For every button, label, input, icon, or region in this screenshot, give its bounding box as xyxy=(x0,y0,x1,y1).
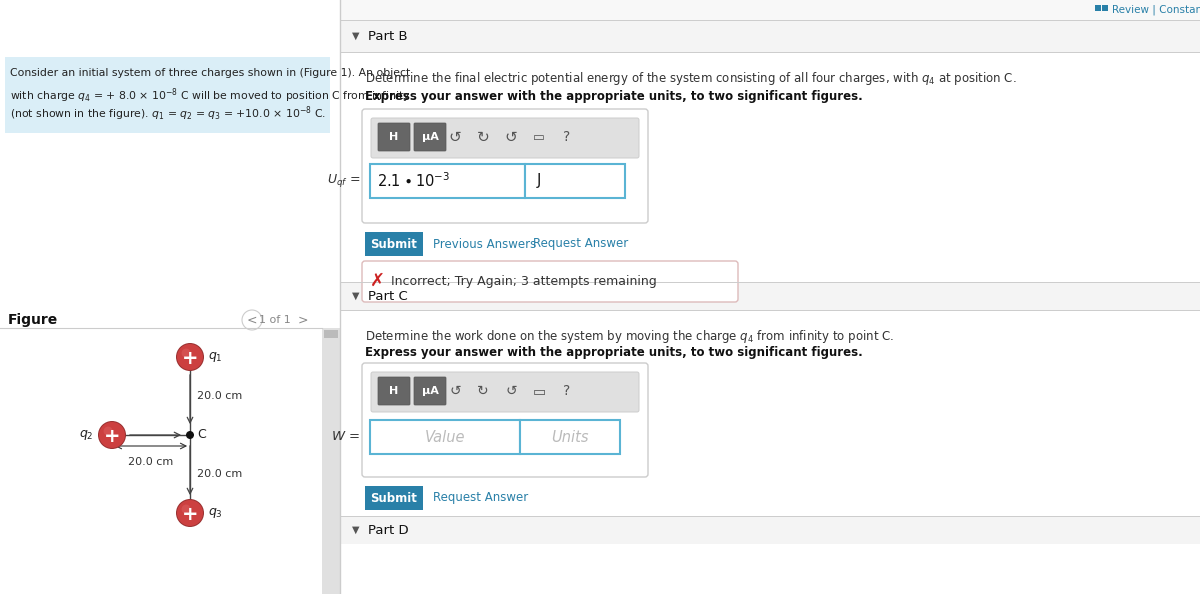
FancyBboxPatch shape xyxy=(414,123,446,151)
FancyBboxPatch shape xyxy=(370,164,526,198)
Circle shape xyxy=(178,500,203,526)
FancyBboxPatch shape xyxy=(371,372,640,412)
Text: with charge $q_4$ = + 8.0 × 10$^{-8}$ C will be moved to position C from infinit: with charge $q_4$ = + 8.0 × 10$^{-8}$ C … xyxy=(10,86,410,105)
Text: 20.0 cm: 20.0 cm xyxy=(197,391,242,401)
FancyBboxPatch shape xyxy=(362,363,648,477)
Text: Submit: Submit xyxy=(371,238,418,251)
FancyBboxPatch shape xyxy=(371,118,640,158)
Text: Figure: Figure xyxy=(8,313,59,327)
Text: Submit: Submit xyxy=(371,491,418,504)
FancyBboxPatch shape xyxy=(1102,5,1108,11)
FancyBboxPatch shape xyxy=(340,282,1200,310)
FancyBboxPatch shape xyxy=(365,232,424,256)
Text: ↻: ↻ xyxy=(478,384,488,398)
Circle shape xyxy=(181,349,191,358)
FancyBboxPatch shape xyxy=(370,420,520,454)
Circle shape xyxy=(176,499,204,527)
Text: 20.0 cm: 20.0 cm xyxy=(128,457,174,467)
Text: ?: ? xyxy=(563,130,571,144)
FancyBboxPatch shape xyxy=(340,52,1200,282)
Circle shape xyxy=(178,344,203,370)
Circle shape xyxy=(98,422,125,448)
Text: Previous Answers: Previous Answers xyxy=(433,238,536,251)
FancyBboxPatch shape xyxy=(324,330,338,338)
Text: Incorrect; Try Again; 3 attempts remaining: Incorrect; Try Again; 3 attempts remaini… xyxy=(391,274,656,287)
Text: ✗: ✗ xyxy=(370,272,384,290)
Text: ?: ? xyxy=(563,384,571,398)
Text: (not shown in the figure). $q_1$ = $q_2$ = $q_3$ = +10.0 × 10$^{-8}$ C.: (not shown in the figure). $q_1$ = $q_2$… xyxy=(10,104,326,122)
Text: ▼: ▼ xyxy=(353,31,360,41)
FancyBboxPatch shape xyxy=(340,20,1200,52)
Text: Express your answer with the appropriate units, to two significant figures.: Express your answer with the appropriate… xyxy=(365,346,863,359)
Circle shape xyxy=(103,426,113,435)
Text: Determine the final electric potential energy of the system consisting of all fo: Determine the final electric potential e… xyxy=(365,70,1016,87)
Text: ↺: ↺ xyxy=(449,384,461,398)
Text: Review | Constants | Periodi: Review | Constants | Periodi xyxy=(1112,5,1200,15)
Text: +: + xyxy=(181,504,198,523)
FancyBboxPatch shape xyxy=(378,123,410,151)
Text: $2.1 \bullet 10^{-3}$: $2.1 \bullet 10^{-3}$ xyxy=(377,172,450,190)
Text: Part D: Part D xyxy=(368,523,409,536)
Text: ↺: ↺ xyxy=(505,129,517,144)
Text: Units: Units xyxy=(551,429,589,444)
Text: Express your answer with the appropriate units, to two significant figures.: Express your answer with the appropriate… xyxy=(365,90,863,103)
Text: H: H xyxy=(389,386,398,396)
Text: Part C: Part C xyxy=(368,289,408,302)
FancyBboxPatch shape xyxy=(414,377,446,405)
Text: $q_1$: $q_1$ xyxy=(208,350,223,364)
Text: >: > xyxy=(298,314,308,327)
FancyBboxPatch shape xyxy=(340,0,1200,20)
Text: ↻: ↻ xyxy=(476,129,490,144)
Text: $U_{qf}$ =: $U_{qf}$ = xyxy=(326,172,360,189)
Text: ↺: ↺ xyxy=(505,384,517,398)
Circle shape xyxy=(181,504,191,514)
Text: +: + xyxy=(103,426,120,446)
Text: ▼: ▼ xyxy=(353,291,360,301)
Text: Request Answer: Request Answer xyxy=(433,491,528,504)
Text: Value: Value xyxy=(425,429,466,444)
Text: Consider an initial system of three charges shown in (Figure 1). An object: Consider an initial system of three char… xyxy=(10,68,410,78)
FancyBboxPatch shape xyxy=(5,57,330,133)
Text: H: H xyxy=(389,132,398,142)
Text: μA: μA xyxy=(421,386,438,396)
Text: <: < xyxy=(247,314,257,327)
Text: Request Answer: Request Answer xyxy=(533,238,629,251)
Text: ↺: ↺ xyxy=(449,129,461,144)
FancyBboxPatch shape xyxy=(340,516,1200,544)
Text: 1 of 1: 1 of 1 xyxy=(259,315,290,325)
Text: J: J xyxy=(538,173,541,188)
FancyBboxPatch shape xyxy=(0,0,340,594)
Text: C: C xyxy=(197,428,205,441)
FancyBboxPatch shape xyxy=(365,486,424,510)
FancyBboxPatch shape xyxy=(362,109,648,223)
Text: $q_3$: $q_3$ xyxy=(208,506,223,520)
Text: +: + xyxy=(181,349,198,368)
Text: ▭: ▭ xyxy=(533,131,545,144)
FancyBboxPatch shape xyxy=(526,164,625,198)
FancyBboxPatch shape xyxy=(362,261,738,302)
Text: Part B: Part B xyxy=(368,30,408,43)
Text: $W$ =: $W$ = xyxy=(331,431,360,444)
Text: 20.0 cm: 20.0 cm xyxy=(197,469,242,479)
FancyBboxPatch shape xyxy=(520,420,620,454)
Circle shape xyxy=(176,343,204,371)
FancyBboxPatch shape xyxy=(1096,5,1102,11)
FancyBboxPatch shape xyxy=(378,377,410,405)
Circle shape xyxy=(98,421,126,449)
Text: $q_2$: $q_2$ xyxy=(79,428,94,442)
FancyBboxPatch shape xyxy=(322,328,340,594)
Text: μA: μA xyxy=(421,132,438,142)
FancyBboxPatch shape xyxy=(340,310,1200,594)
FancyBboxPatch shape xyxy=(340,0,1200,594)
Text: ▼: ▼ xyxy=(353,525,360,535)
Text: Determine the work done on the system by moving the charge $q_4$ from infinity t: Determine the work done on the system by… xyxy=(365,328,894,345)
Circle shape xyxy=(186,431,194,439)
Text: ▭: ▭ xyxy=(533,384,546,398)
